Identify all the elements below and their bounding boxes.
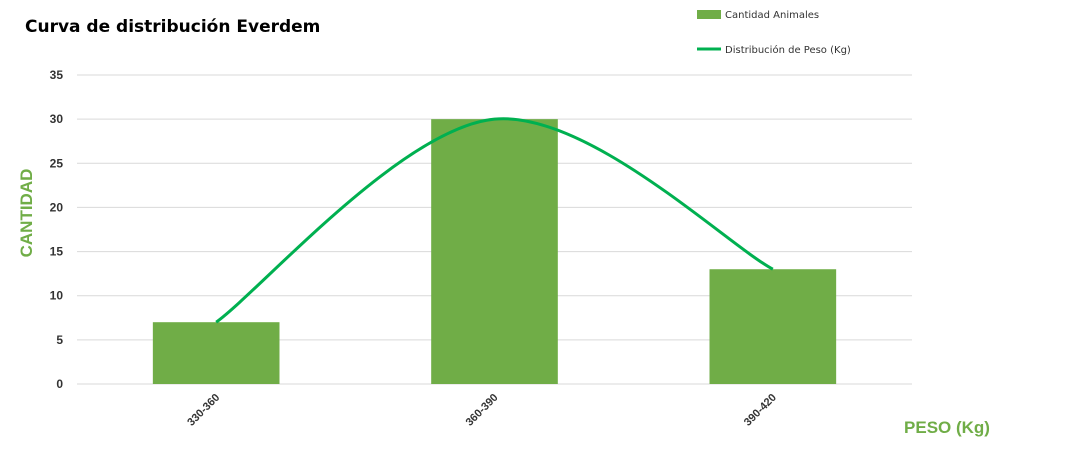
- y-tick-label: 10: [50, 289, 64, 303]
- y-tick-label: 35: [50, 68, 64, 82]
- x-tick-label: 360-390: [464, 392, 501, 429]
- legend-bar-label: Cantidad Animales: [725, 10, 819, 21]
- bar-330-360: [152, 322, 280, 384]
- y-tick-label: 30: [50, 112, 64, 126]
- distribution-curve: [215, 117, 774, 324]
- y-tick-label: 25: [50, 156, 64, 170]
- y-tick-label: 5: [56, 333, 63, 347]
- chart-title: Curva de distribución Everdem: [25, 17, 320, 37]
- bar-390-420: [709, 269, 837, 384]
- y-axis-label: CANTIDAD: [17, 169, 36, 258]
- legend: Cantidad Animales Distribución de Peso (…: [697, 10, 851, 56]
- y-tick-label: 15: [50, 245, 64, 259]
- x-tick-label: 390-420: [742, 392, 779, 429]
- x-tick-label: 330-360: [185, 392, 222, 429]
- x-axis-label: PESO (Kg): [904, 418, 990, 437]
- bars: [152, 119, 837, 385]
- y-tick-label: 0: [56, 377, 63, 391]
- y-axis-ticks: 0 5 10 15 20 25 30 35: [50, 68, 64, 391]
- bar-360-390: [431, 119, 558, 385]
- legend-bar-swatch: [697, 10, 721, 19]
- legend-line-label: Distribución de Peso (Kg): [725, 44, 851, 56]
- y-tick-label: 20: [50, 200, 64, 214]
- x-axis-ticks: 330-360 360-390 390-420: [185, 392, 779, 429]
